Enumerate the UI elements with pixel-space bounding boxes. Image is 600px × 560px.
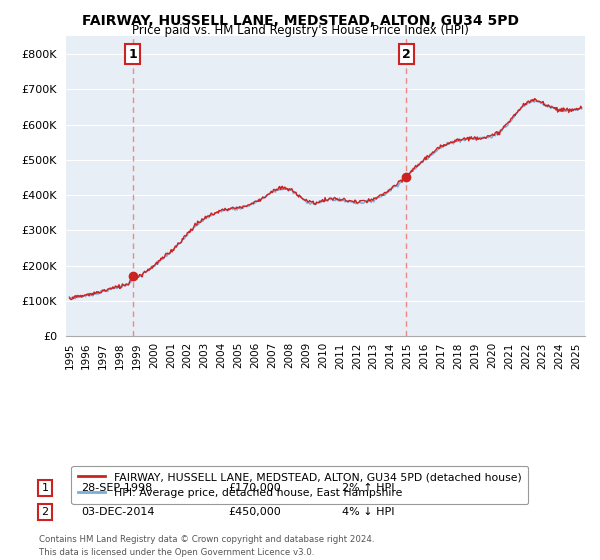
Text: Contains HM Land Registry data © Crown copyright and database right 2024.
This d: Contains HM Land Registry data © Crown c…: [39, 535, 374, 557]
Text: 2% ↑ HPI: 2% ↑ HPI: [342, 483, 395, 493]
Text: 1: 1: [128, 48, 137, 60]
Legend: FAIRWAY, HUSSELL LANE, MEDSTEAD, ALTON, GU34 5PD (detached house), HPI: Average : FAIRWAY, HUSSELL LANE, MEDSTEAD, ALTON, …: [71, 466, 528, 504]
Text: 1: 1: [41, 483, 49, 493]
Text: 4% ↓ HPI: 4% ↓ HPI: [342, 507, 395, 517]
Text: 28-SEP-1998: 28-SEP-1998: [81, 483, 152, 493]
Text: FAIRWAY, HUSSELL LANE, MEDSTEAD, ALTON, GU34 5PD: FAIRWAY, HUSSELL LANE, MEDSTEAD, ALTON, …: [82, 14, 518, 28]
Text: Price paid vs. HM Land Registry's House Price Index (HPI): Price paid vs. HM Land Registry's House …: [131, 24, 469, 37]
Text: 2: 2: [402, 48, 410, 60]
Text: £450,000: £450,000: [228, 507, 281, 517]
Text: £170,000: £170,000: [228, 483, 281, 493]
Text: 2: 2: [41, 507, 49, 517]
Text: 03-DEC-2014: 03-DEC-2014: [81, 507, 155, 517]
